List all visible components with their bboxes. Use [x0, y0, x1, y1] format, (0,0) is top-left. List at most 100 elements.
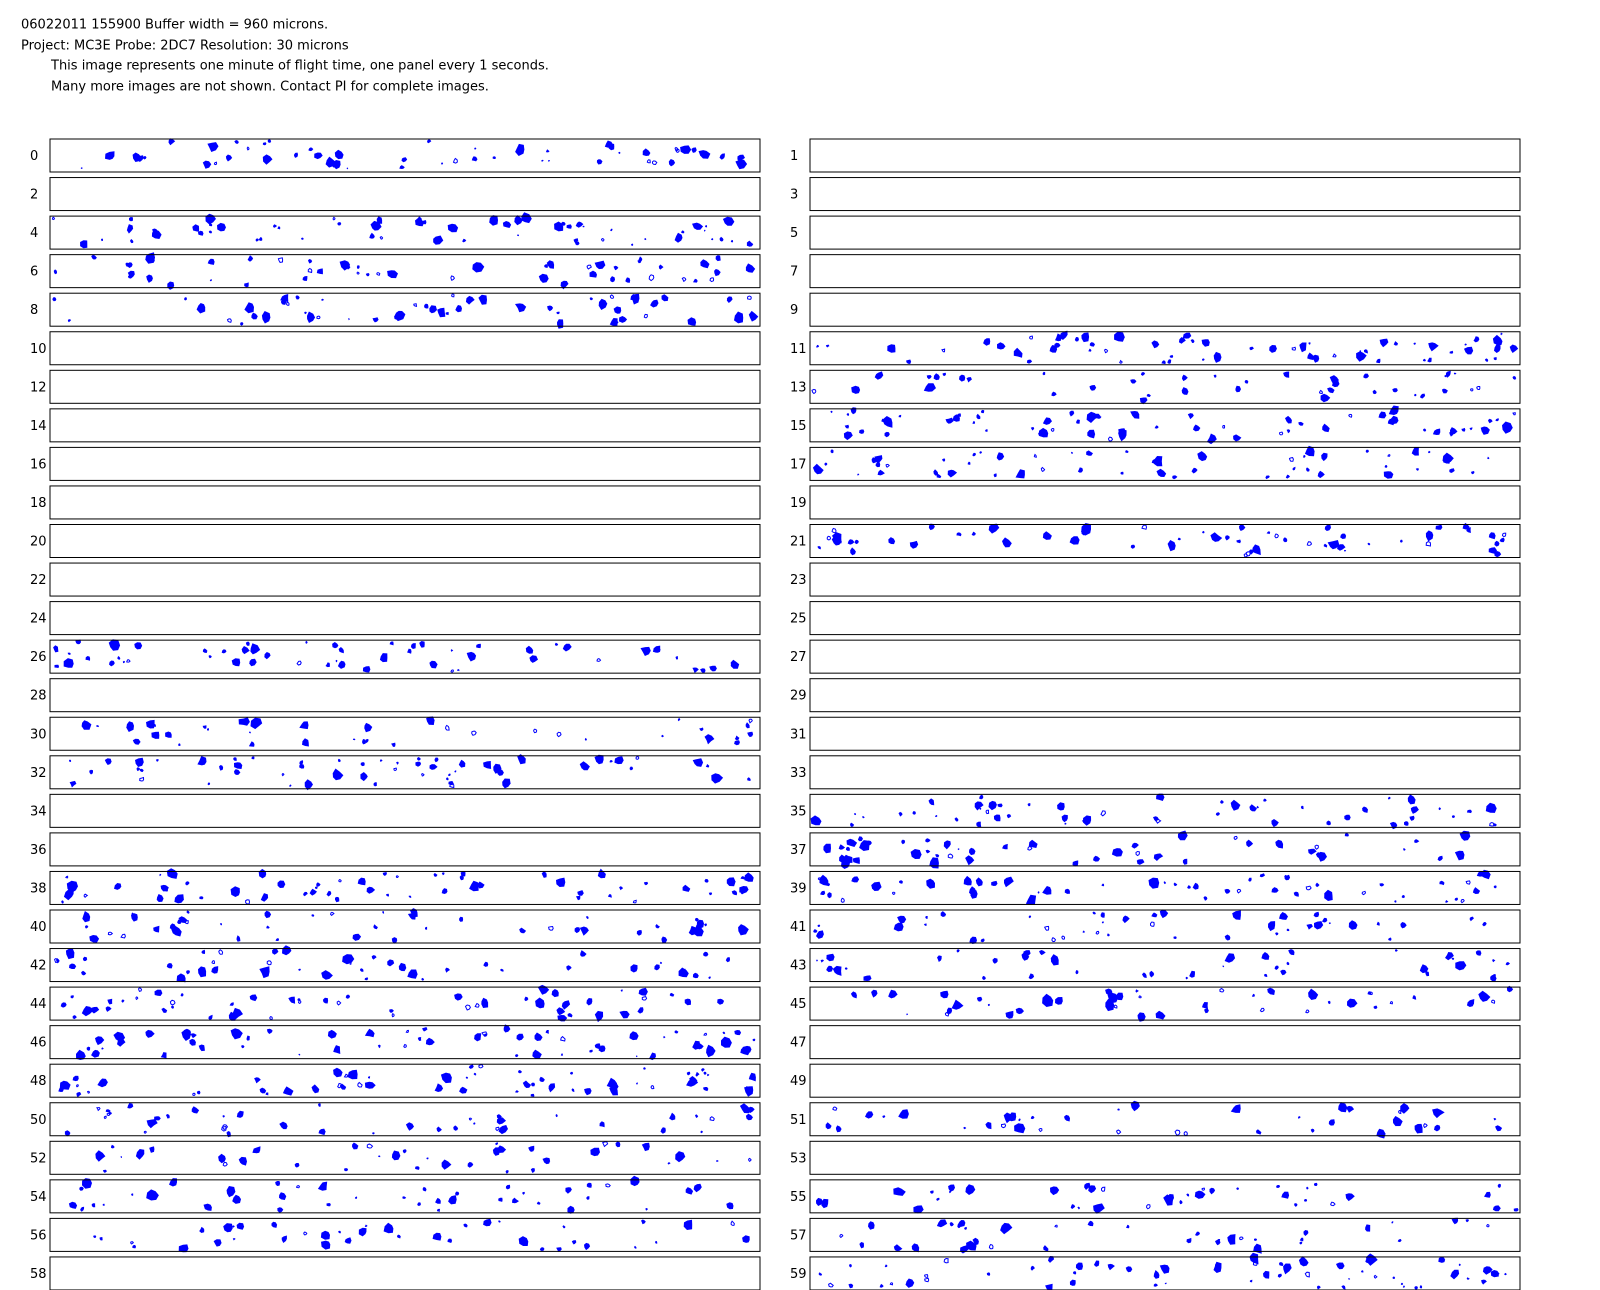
- particle: [454, 770, 457, 773]
- particle: [234, 769, 241, 775]
- particle: [85, 925, 89, 929]
- particle: [465, 1076, 469, 1079]
- particle: [643, 313, 648, 319]
- particle: [693, 1183, 702, 1193]
- particle: [376, 216, 383, 224]
- particle: [1393, 341, 1398, 346]
- panel-label: 50: [30, 1113, 47, 1128]
- particle: [531, 1082, 535, 1087]
- particle: [450, 275, 456, 281]
- particle: [166, 963, 173, 969]
- particle: [426, 1157, 429, 1160]
- particle: [1314, 1182, 1318, 1186]
- particle: [629, 766, 634, 771]
- particle: [546, 260, 555, 269]
- particle: [1306, 541, 1313, 546]
- particle: [1069, 536, 1080, 545]
- panel-label: 5: [790, 226, 798, 241]
- particle: [1268, 921, 1276, 932]
- particle: [86, 1090, 91, 1094]
- particle: [492, 156, 496, 159]
- particle: [135, 1149, 145, 1160]
- particle: [424, 303, 429, 309]
- particle: [207, 782, 211, 786]
- particle: [925, 916, 928, 919]
- particle: [847, 539, 855, 545]
- particle: [641, 1142, 650, 1152]
- particle: [1064, 1114, 1070, 1122]
- particle: [1486, 1224, 1490, 1228]
- panel: 5: [790, 215, 1521, 250]
- particle: [721, 1036, 732, 1048]
- particle: [325, 662, 330, 668]
- particle: [496, 1145, 507, 1153]
- particle: [286, 301, 290, 306]
- particle: [171, 925, 182, 937]
- particle: [1043, 1245, 1049, 1252]
- particle: [1275, 839, 1284, 849]
- particle: [1051, 391, 1057, 397]
- panel-label: 17: [790, 457, 807, 472]
- particle: [1027, 845, 1033, 851]
- panel-label: 33: [790, 766, 807, 781]
- particle: [898, 811, 903, 817]
- particle: [965, 855, 975, 866]
- particle: [222, 1124, 229, 1131]
- particle: [722, 216, 735, 226]
- particle: [393, 767, 398, 772]
- particle: [217, 222, 226, 232]
- particle: [67, 652, 71, 655]
- particle: [105, 1006, 112, 1012]
- particle: [1304, 445, 1315, 457]
- particle: [1492, 974, 1496, 978]
- particle: [889, 1282, 894, 1286]
- particle: [1361, 890, 1367, 896]
- particle: [1093, 1260, 1100, 1267]
- particle: [249, 731, 251, 734]
- panel-label: 26: [30, 650, 47, 665]
- particle: [1275, 932, 1279, 936]
- particle: [963, 1126, 967, 1130]
- particle: [567, 1013, 573, 1018]
- particle: [1236, 888, 1242, 894]
- particle: [1073, 1271, 1077, 1275]
- particle: [403, 1043, 407, 1048]
- particle: [1161, 360, 1166, 365]
- particle: [69, 963, 77, 969]
- particle: [1235, 385, 1241, 393]
- panel: 19: [790, 485, 1521, 520]
- particle: [362, 739, 367, 745]
- particle: [337, 1082, 342, 1089]
- particle: [831, 535, 842, 546]
- panel-label: 3: [790, 188, 798, 203]
- particle: [991, 880, 998, 886]
- particle: [734, 735, 740, 741]
- particle: [139, 776, 145, 782]
- particle: [1438, 807, 1441, 811]
- particle: [1259, 873, 1265, 878]
- particle: [178, 1244, 189, 1253]
- particle: [146, 1189, 159, 1201]
- particle: [1279, 1262, 1284, 1266]
- particle: [715, 255, 721, 262]
- panel: 4: [30, 212, 761, 250]
- particle: [1308, 988, 1319, 1000]
- panel-frame: [809, 446, 1521, 481]
- particle: [949, 1190, 952, 1194]
- particle: [548, 925, 554, 931]
- particle: [1249, 1279, 1253, 1283]
- particle: [166, 868, 178, 879]
- particle: [810, 815, 822, 826]
- particle: [1271, 819, 1279, 828]
- particle: [1182, 374, 1188, 382]
- particle: [1244, 380, 1249, 384]
- particle: [1492, 959, 1496, 963]
- particle: [1499, 537, 1505, 543]
- particle: [1412, 995, 1417, 1000]
- particle: [684, 998, 691, 1006]
- particle: [936, 1219, 948, 1228]
- particle: [1367, 991, 1372, 995]
- particle: [401, 157, 408, 163]
- particle: [502, 221, 512, 228]
- particle: [1095, 930, 1100, 935]
